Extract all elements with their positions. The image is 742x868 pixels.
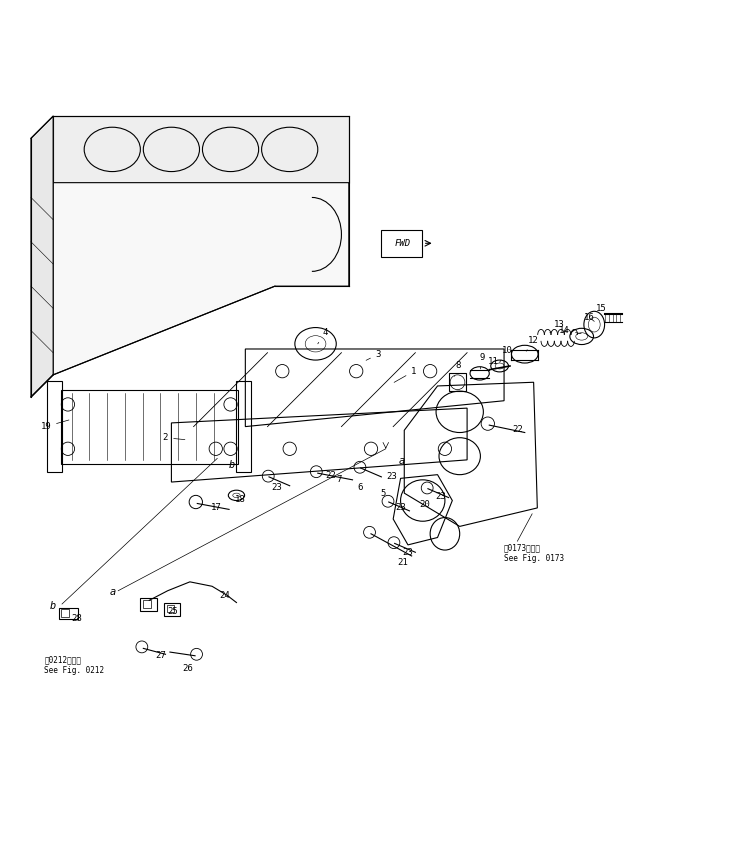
Text: 13: 13 <box>550 320 565 332</box>
Text: 23: 23 <box>435 492 446 502</box>
Bar <box>164 602 180 616</box>
Bar <box>237 381 252 472</box>
Text: 23: 23 <box>403 548 413 556</box>
Text: 第0212図参照
See Fig. 0212: 第0212図参照 See Fig. 0212 <box>45 655 105 675</box>
Text: 5: 5 <box>381 489 387 497</box>
Polygon shape <box>53 116 349 182</box>
Text: 9: 9 <box>479 352 485 369</box>
Text: 27: 27 <box>155 651 165 661</box>
Bar <box>47 381 62 472</box>
Bar <box>381 230 422 257</box>
Text: 3: 3 <box>366 350 381 360</box>
Text: 8: 8 <box>455 361 461 377</box>
Text: 22: 22 <box>512 425 523 434</box>
Polygon shape <box>31 116 53 397</box>
Text: 25: 25 <box>168 607 178 616</box>
Text: 14: 14 <box>559 326 581 335</box>
Text: 15: 15 <box>597 304 614 314</box>
Text: 23: 23 <box>272 483 283 492</box>
Text: 22: 22 <box>326 471 336 480</box>
Text: 18: 18 <box>234 495 246 503</box>
Text: 7: 7 <box>337 476 342 484</box>
Text: 28: 28 <box>71 615 82 623</box>
Text: 17: 17 <box>211 503 221 512</box>
Text: 1: 1 <box>394 366 416 383</box>
Text: 23: 23 <box>395 503 406 512</box>
Text: 23: 23 <box>387 472 397 482</box>
Text: 10: 10 <box>499 346 513 362</box>
Text: 11: 11 <box>487 357 499 369</box>
Text: 第0173図参照
See Fig. 0173: 第0173図参照 See Fig. 0173 <box>504 543 564 562</box>
Text: b: b <box>229 460 235 470</box>
Text: 4: 4 <box>318 328 328 344</box>
Text: 24: 24 <box>219 590 230 600</box>
Text: 21: 21 <box>398 558 408 567</box>
Bar <box>449 373 467 391</box>
Text: b: b <box>50 602 56 611</box>
Text: a: a <box>399 457 405 466</box>
Text: 20: 20 <box>418 500 430 509</box>
Text: a: a <box>109 587 116 597</box>
Text: 19: 19 <box>40 420 69 431</box>
Polygon shape <box>53 182 349 375</box>
Text: 26: 26 <box>183 664 193 673</box>
Bar <box>59 608 77 619</box>
Bar <box>143 601 151 608</box>
Bar <box>167 605 174 612</box>
Text: FWD: FWD <box>395 239 411 247</box>
Text: 2: 2 <box>162 433 185 442</box>
Bar <box>61 609 70 616</box>
Text: 16: 16 <box>584 312 594 322</box>
Bar <box>61 390 238 464</box>
Bar <box>140 598 157 611</box>
Text: 6: 6 <box>357 483 363 492</box>
Text: 12: 12 <box>526 336 539 352</box>
